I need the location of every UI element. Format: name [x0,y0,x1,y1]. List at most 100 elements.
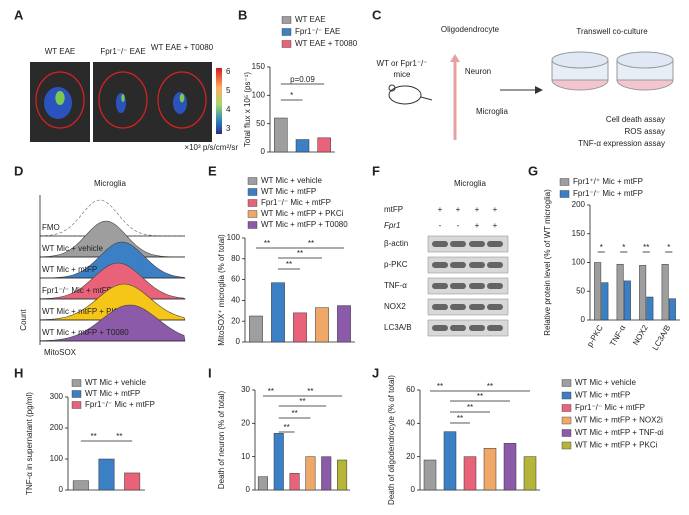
legend-swatch [247,210,258,218]
legend-label: WT Mic + mtFP + PKCi [261,209,344,218]
signal [121,94,125,102]
bar [257,476,268,491]
head-region [35,71,85,129]
panel-letter: J [372,365,379,380]
bar [337,305,351,343]
y-tick-label: 0 [246,485,251,494]
band [450,283,466,289]
y-tick-label: 60 [406,385,415,394]
significance-label: ** [91,432,97,441]
bar [503,443,517,491]
panel-title: Microglia [94,179,127,188]
bar [616,263,624,321]
legend-label: WT Mic + vehicle [261,176,323,185]
signal [179,93,185,103]
bar [315,307,329,343]
y-tick-label: 200 [50,423,64,432]
bar [523,456,537,491]
bar [639,265,647,321]
bar [463,456,477,491]
y-axis-label: Total flux x 10⁵ (ps⁻¹) [243,72,252,147]
schematic [388,51,674,140]
y-tick-label: 20 [241,418,250,427]
band-label: p-PKC [384,260,408,269]
cell-label: Neuron [465,67,491,76]
bar [124,472,141,491]
cell-label: Oligodendrocyte [441,25,500,34]
legend-swatch [561,429,572,437]
schematic-title: Transwell co-culture [576,27,648,36]
legend-label: Fpr1⁺/⁺ Mic + mtFP [573,177,643,186]
band [487,304,503,310]
row-label: WT Mic + mtFP + PKCi [42,307,125,316]
x-tick-label: TNF-α [608,323,627,348]
legend-swatch [561,379,572,387]
panel-letter: E [208,163,217,178]
band [487,241,503,247]
significance-label: ** [467,403,473,412]
band [487,325,503,331]
y-tick-label: 0 [236,337,241,346]
legend-swatch [561,416,572,425]
legend-label: WT Mic + mtFP + NOX2i [575,416,663,425]
band-label: TNF-α [384,281,407,290]
histogram [39,241,186,279]
y-tick-label: 0 [261,147,266,156]
colorbar-tick: 3 [226,124,231,133]
image-label: WT EAE + T0080 [151,43,214,52]
legend-label: Fpr1⁻/⁻ Mic + mtFP [573,189,643,198]
significance-label: ** [487,382,493,391]
bar [305,456,316,491]
bar [337,459,348,491]
panel-letter: B [238,7,247,22]
y-tick-label: 100 [252,90,266,99]
significance-label: ** [297,249,303,258]
band-label: LC3A/B [384,323,412,332]
bar [271,282,285,343]
y-tick-label: 0 [411,485,416,494]
legend-swatch [559,178,570,186]
legend-swatch [281,16,292,24]
blot [427,256,509,274]
legend-swatch [561,404,572,412]
bar [321,456,332,491]
y-axis-label: MitoSOX⁺ microglia (% of total) [217,234,226,346]
legend-label: Fpr1⁻/⁻ Mic + mtFP [261,198,331,207]
significance-label: ** [643,243,649,252]
y-tick-label: 150 [252,62,266,71]
y-tick-label: 200 [572,200,586,209]
treatment-mark: + [475,205,480,214]
band [469,304,485,310]
significance-label: * [622,243,625,252]
bar [317,137,331,153]
colorbar-unit: ×10³ p/s/cm²/sr [184,143,238,152]
bar [98,458,115,491]
band [450,304,466,310]
treatment-mark: + [438,205,443,214]
row-label: Fpr1 [384,221,400,230]
bar [423,459,437,491]
significance-label: ** [268,387,274,396]
legend-swatch [559,190,570,198]
band [450,325,466,331]
y-tick-label: 20 [406,452,415,461]
panel-letter: C [372,7,382,22]
signal [55,91,65,105]
legend-label: Fpr1⁻/⁻ EAE [295,27,340,36]
panel-letter: I [208,365,212,380]
legend-label: WT EAE [295,15,326,24]
band [469,325,485,331]
assay-label: ROS assay [625,127,665,136]
bar [623,280,631,321]
band [432,241,448,247]
legend-swatch [71,401,82,409]
y-tick-label: 40 [231,296,240,305]
band-label: β-actin [384,239,408,248]
assay-label: Cell death assay [606,115,665,124]
band [469,283,485,289]
legend-label: Fpr1⁻/⁻ Mic + mtFP [575,403,645,412]
y-tick-label: 80 [231,254,240,263]
y-tick-label: 30 [241,385,250,394]
panel-letter: D [14,163,23,178]
signal [116,93,126,113]
